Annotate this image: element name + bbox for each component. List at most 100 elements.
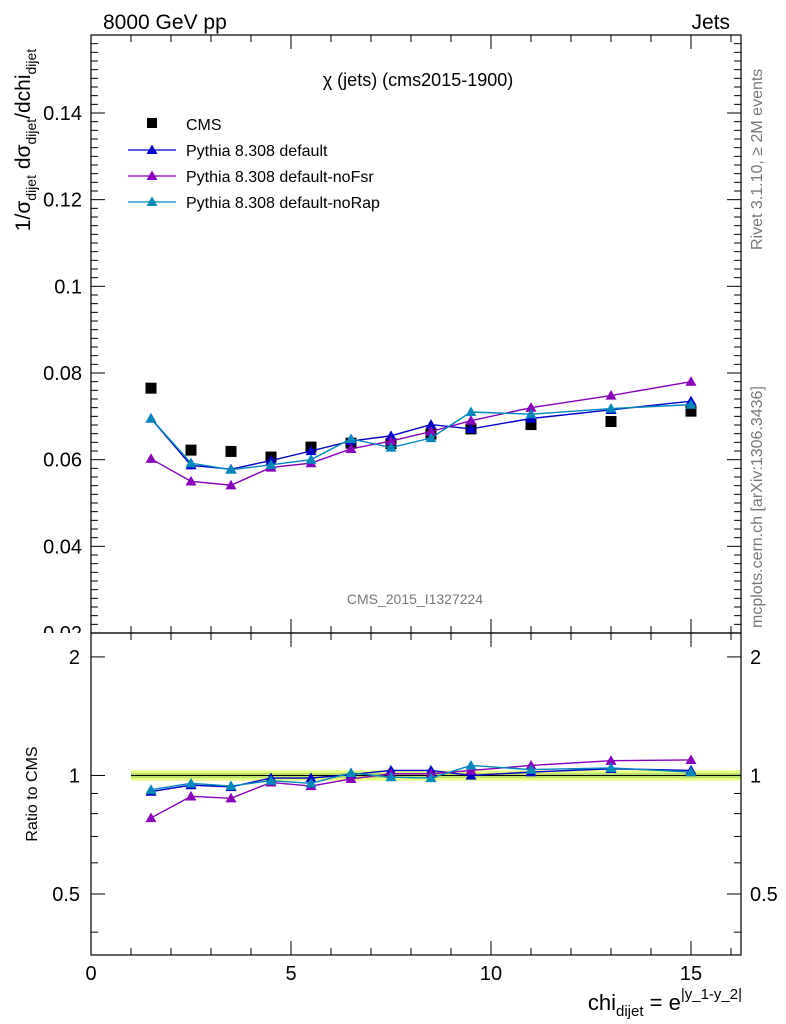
main-y-tick-label: 0.1 [54,276,82,298]
ratio-point-noRap [345,767,357,778]
main-y-tick-label: 0.12 [43,190,82,212]
data-marks [145,376,697,823]
legend-label-default: Pythia 8.308 default [186,143,328,160]
ratio-point-noFsr [465,764,477,775]
ratio-point-noFsr [145,812,157,823]
ratio-point-noRap [145,784,157,794]
axes: 0 5 10 15 0.04 0.06 0.08 0.1 0.12 0.14 0.02 0.5 0.5 1… [43,34,778,985]
main-line-noRap [150,403,692,471]
legend-marker-nofsr [146,170,158,180]
ratio-point-noRap [685,766,697,777]
main-point-default [465,423,477,434]
main-point-noFsr [685,376,697,386]
main-point-data [225,445,237,457]
analysis-watermark: CMS_2015_I1327224 [347,591,483,607]
x-tick-label: 15 [680,963,702,985]
process-label: Jets [691,11,730,34]
main-y-tick-label: 0.08 [43,363,82,385]
main-point-noRap [345,433,357,443]
ratio-point-noFsr [685,754,697,765]
ratio-point-noRap [265,775,277,785]
ratio-line-default [150,768,692,793]
main-point-noRap [465,406,477,417]
legend-label-nofsr: Pythia 8.308 default-noFsr [186,169,374,186]
ratio-line-noRap [150,764,692,791]
main-point-noFsr [185,475,197,486]
ratio-point-noFsr [225,792,237,803]
main-series-noRap [145,399,697,474]
main-y-tick-label-cut: 0.02 [43,623,82,645]
ratio-uncertainty-band [131,770,741,781]
main-point-noRap [605,403,617,413]
main-point-default [385,430,397,440]
main-point-default [425,419,437,429]
legend-label-cms: CMS [186,117,222,134]
main-point-noRap [685,399,697,409]
ratio-point-noRap [385,771,397,782]
ratio-point-noFsr [345,773,357,784]
legend-label-norap: Pythia 8.308 default-noRap [186,195,380,212]
main-point-noFsr [465,415,477,425]
ratio-line-noFsr [150,759,692,819]
ratio-y-tick-label-right: 1 [750,765,761,787]
main-y-tick-label: 0.04 [43,536,82,558]
rivet-version-label: Rivet 3.1.10, ≥ 2M events [749,69,766,250]
ratio-point-noRap [605,762,617,773]
ratio-y-tick-label: 0.5 [52,884,80,906]
ratio-point-noRap [425,772,437,783]
main-y-tick-label-clipped-group: 0.02 [43,623,82,645]
ratio-y-tick-label-right: 0.5 [750,884,778,906]
main-point-noFsr [385,435,397,446]
main-point-data [525,419,537,431]
main-point-noRap [525,408,537,419]
x-tick-label: 5 [285,963,296,985]
main-point-default [305,445,317,456]
x-tick-label: 0 [85,963,96,985]
ratio-point-noRap [225,780,237,791]
main-point-data [605,416,617,428]
mcplots-label: mcplots.cern.ch [arXiv:1306.3436] [749,386,766,628]
main-y-tick-label: 0.06 [43,450,82,472]
main-point-noRap [225,464,237,474]
ratio-point-noRap [465,759,477,770]
ratio-y-tick-label-right: 2 [750,647,761,669]
plot-title: χ (jets) (cms2015-1900) [323,70,514,90]
main-point-noFsr [225,479,237,490]
legend: CMS Pythia 8.308 default Pythia 8.308 de… [128,117,380,212]
legend-marker-cms [147,118,157,128]
main-point-noFsr [425,426,437,436]
main-point-noRap [185,457,197,468]
main-point-noRap [145,413,157,423]
main-point-noRap [305,454,317,464]
legend-marker-default [146,144,158,154]
ratio-point-noRap [185,777,197,788]
legend-marker-norap [146,196,158,206]
ratio-point-default [305,772,317,783]
ratio-point-noFsr [185,790,197,801]
ratio-y-tick-label: 1 [69,765,80,787]
main-y-axis-label: 1/σdijet dσdijet/dchidijet [12,49,39,231]
ratio-y-tick-label: 2 [69,647,80,669]
main-point-data [685,405,697,417]
ratio-point-noFsr [605,755,617,765]
ratio-point-noRap [305,777,317,788]
main-point-noRap [425,432,437,443]
main-point-data [145,382,157,394]
main-point-noFsr [345,443,357,453]
main-point-noFsr [605,390,617,400]
x-axis-label: chidijet = e|y_1-y_2| [588,986,742,1020]
x-tick-label: 10 [480,963,502,985]
main-point-data [185,444,197,456]
main-point-noRap [385,442,397,452]
ratio-y-axis-label: Ratio to CMS [24,746,41,841]
ratio-series-noRap [145,759,697,794]
main-y-tick-label: 0.14 [43,103,82,125]
main-line-noFsr [150,380,692,486]
beam-label: 8000 GeV pp [103,11,227,34]
ratio-plot-frame [90,632,742,956]
main-point-noFsr [525,402,537,412]
main-point-noRap [265,459,277,469]
ratio-point-noRap [525,764,537,774]
main-point-noFsr [145,453,157,463]
